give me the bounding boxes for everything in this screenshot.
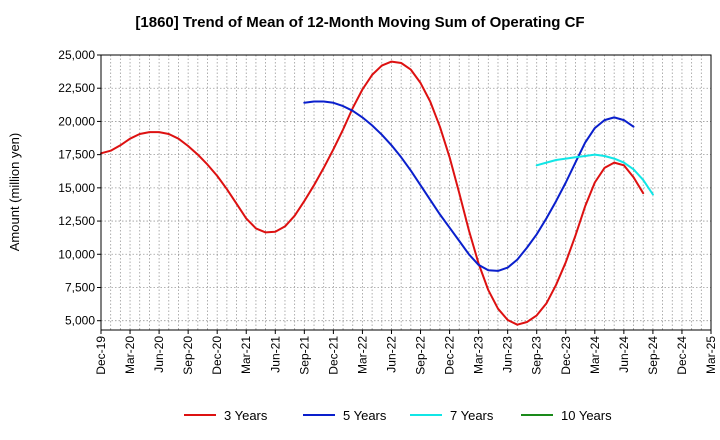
x-tick-label: Sep-22 [414, 336, 428, 375]
x-tick-label: Jun-21 [268, 336, 282, 373]
y-axis-label: Amount (million yen) [7, 133, 22, 252]
y-tick-label: 15,000 [58, 181, 95, 195]
x-tick-label: Jun-20 [152, 336, 166, 373]
x-tick-label: Sep-21 [297, 336, 311, 375]
x-tick-label: Mar-23 [472, 336, 486, 374]
x-tick-label: Mar-21 [239, 336, 253, 374]
legend-label: 5 Years [343, 408, 387, 423]
x-tick-label: Mar-22 [355, 336, 369, 374]
y-tick-label: 5,000 [65, 314, 95, 328]
x-tick-label: Dec-23 [559, 336, 573, 375]
x-tick-label: Sep-20 [181, 336, 195, 375]
y-axis-ticks: 5,000 7,500 10,000 12,500 15,000 17,500 20,000… [58, 48, 101, 328]
legend-label: 10 Years [561, 408, 612, 423]
y-tick-label: 25,000 [58, 48, 95, 62]
x-tick-label: Jun-22 [384, 336, 398, 373]
x-tick-label: Dec-24 [675, 336, 689, 375]
y-tick-label: 12,500 [58, 214, 95, 228]
series-line-7-years [535, 153, 654, 196]
y-gridlines [101, 87, 711, 322]
x-tick-label: Dec-21 [326, 336, 340, 375]
y-tick-label: 17,500 [58, 148, 95, 162]
x-tick-label: Jun-23 [501, 336, 515, 373]
y-tick-label: 22,500 [58, 81, 95, 95]
plot-area [100, 54, 712, 331]
plot-frame [100, 54, 712, 331]
x-tick-label: Mar-20 [123, 336, 137, 374]
legend-label: 3 Years [224, 408, 268, 423]
x-axis-ticks: Dec-19 Mar-20 Jun-20 Sep-20 Dec-20 Mar-21 Jun-… [94, 330, 718, 375]
series-line-3-years [100, 60, 645, 326]
x-tick-label: Dec-20 [210, 336, 224, 375]
legend: 3 Years 5 Years 7 Years 10 Years [184, 408, 612, 423]
x-tick-label: Dec-19 [94, 336, 108, 375]
series-lines [100, 60, 654, 326]
x-tick-label: Sep-24 [646, 336, 660, 375]
x-tick-label: Sep-23 [530, 336, 544, 375]
y-tick-label: 20,000 [58, 114, 95, 128]
x-tick-label: Mar-24 [588, 336, 602, 374]
chart-title: [1860] Trend of Mean of 12-Month Moving … [135, 14, 584, 31]
x-tick-label: Dec-22 [443, 336, 457, 375]
y-tick-label: 10,000 [58, 247, 95, 261]
x-tick-label: Mar-25 [704, 336, 718, 374]
legend-label: 7 Years [450, 408, 494, 423]
x-tick-label: Jun-24 [617, 336, 631, 373]
y-tick-label: 7,500 [65, 280, 95, 294]
